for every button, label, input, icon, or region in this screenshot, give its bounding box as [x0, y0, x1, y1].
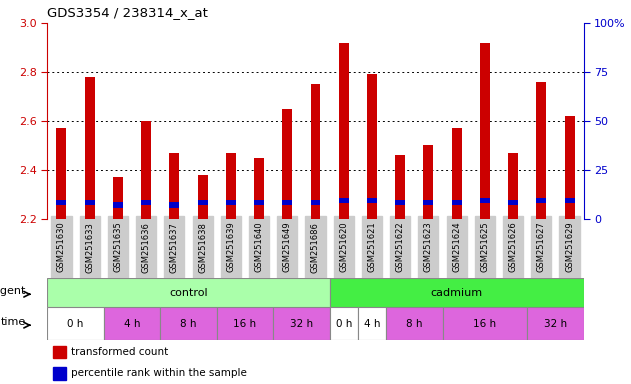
Text: transformed count: transformed count [71, 347, 168, 357]
Bar [452, 200, 462, 205]
Bar [423, 146, 433, 219]
Bar [310, 84, 321, 219]
Bar [386, 307, 442, 340]
Bar [169, 153, 179, 219]
Bar [226, 200, 236, 205]
Bar [273, 307, 329, 340]
Text: percentile rank within the sample: percentile rank within the sample [71, 368, 247, 378]
Bar [442, 307, 528, 340]
Bar [329, 278, 584, 307]
Bar [536, 82, 546, 219]
Text: 16 h: 16 h [473, 318, 497, 329]
Text: 4 h: 4 h [124, 318, 140, 329]
Bar [339, 43, 349, 219]
Text: time: time [1, 317, 26, 327]
Bar [169, 202, 179, 208]
Text: 32 h: 32 h [544, 318, 567, 329]
Bar [141, 200, 151, 205]
Bar [282, 200, 292, 205]
Bar [480, 198, 490, 203]
Text: 8 h: 8 h [406, 318, 423, 329]
Bar [198, 175, 208, 219]
Bar [160, 307, 216, 340]
Bar [141, 121, 151, 219]
Bar [85, 77, 95, 219]
Bar [508, 153, 518, 219]
Text: control: control [169, 288, 208, 298]
Bar [339, 198, 349, 203]
Text: 8 h: 8 h [180, 318, 197, 329]
Bar [53, 346, 66, 358]
Bar [395, 155, 405, 219]
Bar [358, 307, 386, 340]
Bar [198, 200, 208, 205]
Bar [480, 43, 490, 219]
Bar [57, 200, 66, 205]
Text: 4 h: 4 h [363, 318, 380, 329]
Bar [113, 177, 123, 219]
Text: 0 h: 0 h [336, 318, 352, 329]
Bar [216, 307, 273, 340]
Bar [423, 200, 433, 205]
Bar [53, 367, 66, 379]
Bar [367, 198, 377, 203]
Bar [565, 198, 574, 203]
Bar [528, 307, 584, 340]
Bar [536, 198, 546, 203]
Bar [85, 200, 95, 205]
Bar [367, 74, 377, 219]
Bar [254, 158, 264, 219]
Bar [310, 200, 321, 205]
Bar [47, 278, 329, 307]
Bar [395, 200, 405, 205]
Text: 32 h: 32 h [290, 318, 313, 329]
Bar [254, 200, 264, 205]
Bar [113, 202, 123, 208]
Text: cadmium: cadmium [430, 288, 483, 298]
Text: 0 h: 0 h [68, 318, 84, 329]
Text: GDS3354 / 238314_x_at: GDS3354 / 238314_x_at [47, 6, 208, 19]
Bar [329, 307, 358, 340]
Bar [565, 116, 574, 219]
Bar [282, 109, 292, 219]
Bar [103, 307, 160, 340]
Bar [57, 128, 66, 219]
Bar [508, 200, 518, 205]
Bar [452, 128, 462, 219]
Text: agent: agent [0, 286, 26, 296]
Bar [47, 307, 103, 340]
Bar [226, 153, 236, 219]
Text: 16 h: 16 h [233, 318, 256, 329]
